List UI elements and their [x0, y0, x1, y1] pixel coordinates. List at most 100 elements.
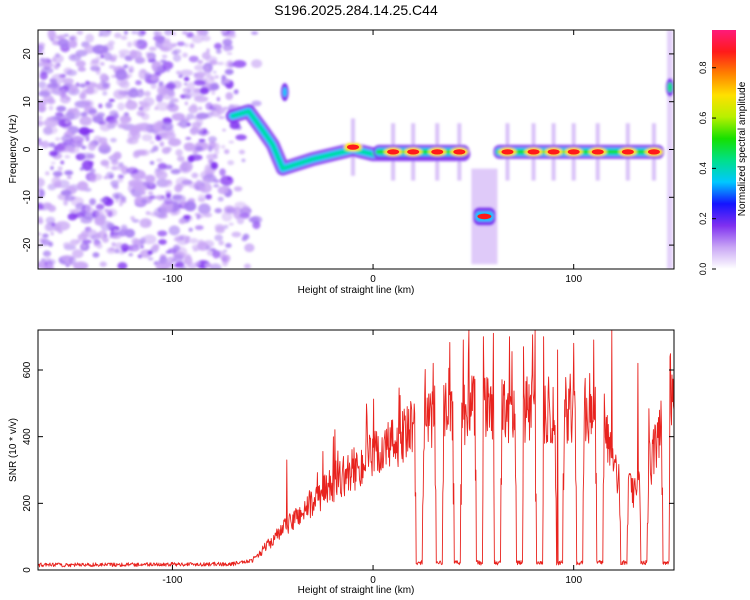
noise-blob [108, 98, 115, 102]
noise-blob [212, 142, 220, 151]
noise-blob [88, 160, 94, 166]
noise-blob [102, 82, 109, 89]
noise-blob [198, 214, 204, 219]
noise-blob [63, 33, 70, 37]
noise-blob [45, 216, 56, 225]
noise-blob [51, 161, 56, 165]
x-tick-label: -100 [162, 575, 182, 586]
noise-blob [223, 47, 230, 52]
noise-blob [156, 158, 163, 163]
noise-blob [50, 165, 54, 171]
noise-blob [231, 231, 242, 238]
noise-blob [104, 116, 118, 124]
noise-blob [123, 30, 129, 35]
noise-blob [159, 141, 165, 147]
noise-blob [48, 142, 56, 148]
noise-blob [92, 115, 104, 124]
noise-blob [185, 94, 191, 100]
noise-blob [205, 193, 212, 200]
peak-core [346, 144, 359, 150]
noise-blob [148, 191, 154, 195]
noise-blob [140, 101, 151, 113]
noise-blob [178, 119, 189, 129]
noise-blob [148, 195, 156, 200]
noise-blob [149, 182, 154, 187]
noise-blob [161, 61, 174, 70]
noise-blob [174, 184, 183, 193]
noise-blob [38, 219, 44, 225]
noise-blob [194, 225, 204, 231]
noise-blob [90, 65, 101, 72]
noise-blob [136, 57, 146, 64]
noise-blob [86, 207, 95, 215]
noise-blob [157, 162, 167, 170]
noise-blob [69, 239, 79, 246]
noise-blob [228, 222, 234, 226]
noise-blob [251, 100, 262, 107]
peak-core [387, 149, 400, 155]
noise-blob [129, 126, 139, 137]
noise-blob [158, 239, 167, 245]
noise-blob [161, 147, 171, 154]
noise-blob [61, 134, 73, 143]
noise-blob [197, 239, 205, 247]
noise-blob [235, 134, 247, 141]
noise-blob [209, 76, 215, 81]
noise-blob [168, 138, 182, 147]
noise-blob [64, 154, 71, 159]
noise-blob [224, 149, 230, 155]
noise-blob [144, 90, 151, 97]
spectrogram-x-label: Height of straight line (km) [298, 285, 415, 296]
noise-blob [188, 181, 197, 189]
noise-blob [176, 70, 181, 75]
noise-blob [79, 116, 93, 126]
noise-blob [38, 140, 44, 147]
noise-blob [38, 203, 44, 211]
noise-blob [98, 103, 103, 109]
noise-blob [243, 263, 251, 269]
noise-blob [119, 53, 126, 59]
noise-blob [149, 148, 155, 154]
noise-blob [40, 258, 46, 262]
noise-blob [86, 204, 92, 208]
noise-blob [128, 138, 134, 144]
peak-core [431, 149, 444, 155]
snr-x-label: Height of straight line (km) [298, 585, 415, 596]
noise-blob [164, 30, 173, 36]
colorbar-ticks: 0.0 0.2 0.4 0.6 0.8 [698, 61, 716, 275]
noise-blob [159, 261, 174, 269]
noise-blob [225, 242, 232, 249]
noise-blob [55, 112, 64, 118]
drift-band-core [231, 109, 465, 171]
spectrogram-x-ticks: -100 0 100 [162, 30, 582, 285]
noise-blob [161, 195, 165, 199]
noise-blob [124, 228, 135, 238]
noise-blob [39, 47, 45, 51]
noise-blob [68, 53, 82, 62]
noise-blob [125, 100, 138, 111]
noise-blob [176, 234, 190, 246]
noise-blob [214, 249, 220, 254]
noise-blob [130, 215, 135, 221]
noise-blob [168, 225, 180, 236]
noise-blob [60, 189, 72, 196]
noise-blob [136, 110, 145, 117]
noise-blob [102, 236, 109, 243]
noise-blob [160, 205, 171, 214]
noise-blob [108, 40, 115, 46]
noise-blob [170, 168, 181, 175]
snr-plot-area [38, 330, 674, 568]
noise-blob [81, 239, 92, 244]
noise-blob [136, 39, 144, 45]
noise-blob [244, 243, 255, 253]
noise-blob [64, 111, 75, 121]
noise-blob [192, 149, 199, 155]
noise-blob [241, 158, 246, 163]
noise-blob [211, 90, 216, 95]
offset-burst-core [477, 213, 492, 220]
noise-blob [89, 168, 96, 174]
noise-blob [164, 69, 171, 72]
noise-blob [206, 153, 218, 160]
noise-blob [233, 186, 243, 192]
noise-blob [99, 142, 110, 150]
